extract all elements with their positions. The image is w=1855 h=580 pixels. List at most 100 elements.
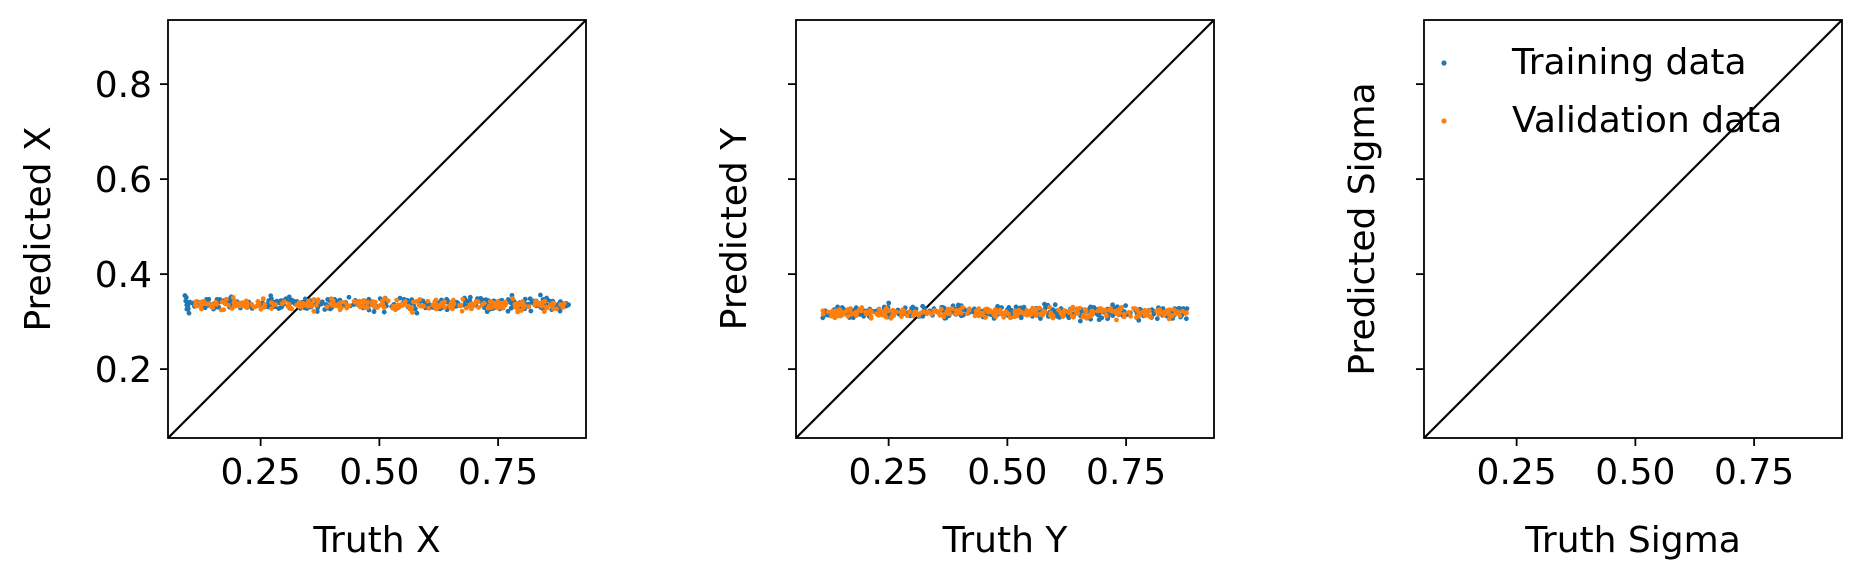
scatter-point [916, 313, 922, 318]
scatter-point [459, 308, 465, 314]
series-validation-data [193, 295, 567, 315]
scatter-point [202, 305, 208, 311]
scatter-point [351, 298, 357, 304]
y-axis-label: Predicted X [18, 126, 59, 331]
series-validation-data [820, 304, 1189, 323]
scatter-point [311, 297, 317, 302]
scatter-point [820, 311, 826, 317]
scatter-point [508, 300, 513, 306]
y-tick-label: 0.8 [95, 65, 152, 106]
scatter-point [1052, 302, 1058, 308]
scatter-point [1114, 308, 1120, 314]
plot-area [168, 20, 586, 438]
scatter-point [230, 295, 236, 300]
scatter-point [442, 304, 447, 310]
scatter-point [492, 302, 498, 308]
scatter-point [867, 308, 873, 313]
scatter-point [186, 310, 192, 316]
scatter-point [863, 311, 869, 317]
scatter-point [372, 304, 378, 310]
legend: Training data Validation data [1441, 42, 1782, 141]
y-tick-label: 0.2 [95, 350, 152, 391]
plot-area [1424, 20, 1842, 438]
scatter-point [399, 302, 405, 308]
scatter-point [891, 308, 897, 314]
scatter-point [997, 307, 1003, 313]
panel-truth-y: 0.25 0.50 0.75 Truth Y Predicted Y [714, 19, 1215, 561]
scatter-point [536, 302, 542, 308]
scatter-point [1110, 313, 1116, 319]
scatter-point [1146, 313, 1152, 319]
scatter-point [344, 304, 350, 309]
scatter-point [379, 298, 385, 304]
scatter-point [476, 305, 481, 310]
scatter-point [938, 306, 944, 312]
scatter-point [1099, 315, 1105, 321]
scatter-point [218, 307, 224, 313]
x-axis-label: Truth Y [942, 520, 1069, 561]
scatter-point [1171, 307, 1176, 312]
scatter-point [966, 307, 972, 313]
scatter-point [183, 298, 189, 304]
scatter-point [269, 306, 274, 311]
plot-area [796, 20, 1214, 438]
scatter-point [1055, 313, 1060, 319]
scatter-point [324, 304, 330, 310]
scatter-point [544, 305, 550, 311]
legend-marker [1441, 60, 1447, 66]
scatter-point [1075, 311, 1081, 316]
scatter-point [542, 298, 548, 304]
scatter-point [1183, 310, 1189, 316]
panel-truth-x: 0.25 0.50 0.75 0.2 0.4 0.6 0.8 Truth X Predicted… [18, 19, 587, 561]
scatter-point [210, 302, 216, 308]
scatter-point [957, 307, 963, 313]
scatter-point [339, 305, 344, 311]
scatter-point [541, 309, 547, 315]
scatter-point [941, 314, 947, 320]
scatter-point [883, 314, 889, 320]
scatter-point [1123, 303, 1129, 309]
scatter-point [237, 303, 243, 309]
x-tick-label: 0.25 [221, 452, 301, 493]
scatter-point [825, 309, 831, 315]
scatter-point [372, 299, 378, 305]
scatter-point [1110, 309, 1115, 314]
x-tick-label: 0.25 [849, 452, 929, 493]
scatter-point [231, 300, 237, 306]
scatter-point [1184, 306, 1190, 312]
scatter-point [1028, 308, 1034, 314]
scatter-point [1177, 313, 1183, 319]
scatter-point [528, 308, 534, 314]
scatter-point [1183, 316, 1189, 322]
scatter-point [547, 302, 553, 308]
legend-marker [1441, 118, 1447, 124]
scatter-point [560, 305, 566, 310]
scatter-point [214, 301, 220, 307]
scatter-point [260, 296, 266, 302]
scatter-point [879, 309, 885, 315]
scatter-point [953, 308, 959, 313]
scatter-point [1114, 317, 1119, 323]
scatter-point [538, 292, 543, 298]
scatter-point [920, 303, 926, 309]
scatter-point [849, 311, 855, 316]
y-tick-label: 0.4 [95, 255, 152, 296]
scatter-point [910, 313, 916, 319]
scatter-point [527, 296, 533, 302]
scatter-point [467, 294, 473, 300]
y-axis-label: Predicted Sigma [1342, 82, 1383, 375]
x-tick-label: 0.75 [1714, 452, 1794, 493]
scatter-point [1058, 311, 1064, 316]
scatter-point [841, 312, 846, 317]
scatter-point [268, 300, 274, 305]
scatter-point [900, 307, 906, 313]
scatter-point [1161, 312, 1167, 318]
scatter-point [467, 303, 473, 308]
scatter-point [1121, 314, 1127, 320]
scatter-point [434, 302, 440, 308]
scatter-point [1083, 308, 1089, 314]
scatter-point [306, 298, 311, 304]
scatter-point [551, 301, 557, 306]
scatter-point [886, 300, 892, 306]
scatter-point [1077, 318, 1083, 324]
